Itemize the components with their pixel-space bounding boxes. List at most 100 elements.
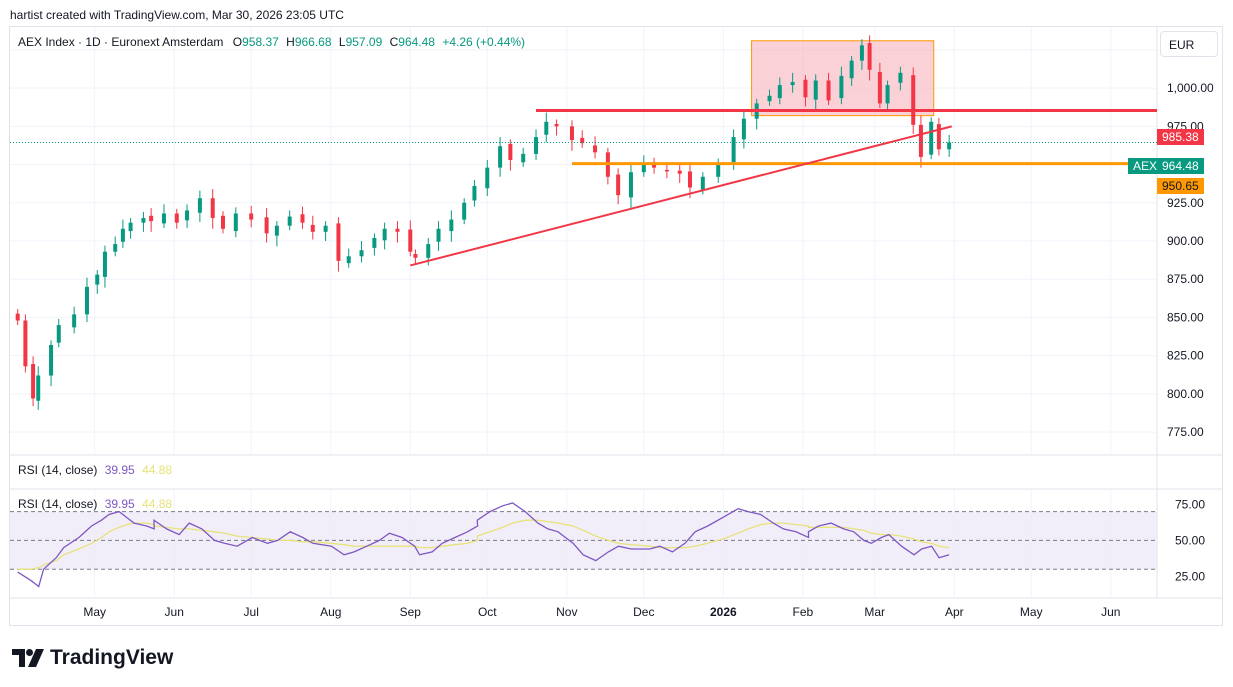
candle-body bbox=[885, 85, 890, 104]
candle-body bbox=[141, 218, 146, 223]
candle-body bbox=[323, 225, 328, 232]
low-value: 957.09 bbox=[345, 35, 383, 49]
candle-body bbox=[300, 214, 305, 223]
price-axis: 1,025.001,000.00975.00950.00925.00900.00… bbox=[1167, 43, 1214, 439]
time-tick-label: Jun bbox=[165, 605, 184, 619]
candle-body bbox=[249, 213, 254, 220]
candle-body bbox=[174, 213, 179, 223]
high-value: 966.68 bbox=[294, 35, 332, 49]
time-tick-label: Jul bbox=[244, 605, 259, 619]
price-tick-label: 775.00 bbox=[1167, 425, 1204, 439]
candle-body bbox=[929, 121, 934, 155]
candle-body bbox=[23, 320, 28, 367]
candle-body bbox=[849, 60, 854, 79]
candle-body bbox=[790, 82, 795, 86]
candle-body bbox=[867, 43, 872, 70]
candle-body bbox=[859, 45, 864, 61]
support-price-tag: 950.65 bbox=[1157, 178, 1204, 194]
candle-body bbox=[15, 313, 20, 321]
candle-body bbox=[641, 164, 646, 173]
candle-body bbox=[426, 244, 431, 258]
drawings-layer bbox=[10, 108, 1157, 267]
candle-body bbox=[149, 215, 154, 222]
close-value: 964.48 bbox=[398, 35, 435, 49]
rsi-tick-label: 25.00 bbox=[1175, 569, 1205, 583]
rsi-legend-collapsed[interactable]: RSI (14, close) 39.95 44.88 bbox=[18, 463, 172, 477]
candle-body bbox=[803, 79, 808, 98]
rsi-title: RSI (14, close) bbox=[18, 497, 98, 511]
candle-body bbox=[936, 124, 941, 150]
candle-body bbox=[413, 253, 418, 258]
candle-body bbox=[346, 256, 351, 264]
time-axis: May Jun Jul Aug Sep Oct Nov Dec 2026 Feb Mar Apr May… bbox=[83, 605, 1120, 619]
candle-body bbox=[462, 202, 467, 220]
tradingview-logo[interactable]: TradingView bbox=[12, 646, 173, 670]
candle-body bbox=[918, 124, 923, 157]
candle-body bbox=[593, 145, 598, 153]
candle-body bbox=[56, 325, 61, 343]
price-tick-label: 825.00 bbox=[1167, 349, 1204, 363]
candle-body bbox=[161, 213, 166, 224]
candle-body bbox=[210, 198, 215, 219]
rsi-title: RSI (14, close) bbox=[18, 463, 98, 477]
last-price-tag: 964.48 bbox=[1157, 158, 1204, 174]
time-tick-label: 2026 bbox=[710, 605, 737, 619]
price-tick-label: 875.00 bbox=[1167, 272, 1204, 286]
candle-body bbox=[274, 225, 279, 236]
currency-selector[interactable]: EUR bbox=[1160, 31, 1218, 57]
candle-body bbox=[534, 137, 539, 154]
candle-body bbox=[185, 210, 190, 221]
candle-body bbox=[554, 124, 559, 127]
symbol-name[interactable]: AEX Index · 1D · Euronext Amsterdam bbox=[18, 35, 224, 49]
candle-body bbox=[911, 75, 916, 125]
rsi-line bbox=[17, 502, 950, 588]
change-value: +4.26 (+0.44%) bbox=[442, 35, 526, 49]
candle-body bbox=[472, 185, 477, 201]
candle-body bbox=[767, 95, 772, 102]
candle-body bbox=[84, 286, 89, 315]
time-tick-label: Aug bbox=[320, 605, 341, 619]
candle-body bbox=[485, 167, 490, 189]
candle-body bbox=[677, 170, 682, 174]
candle-body bbox=[197, 198, 202, 213]
candle-body bbox=[128, 222, 133, 232]
tradingview-logo-icon bbox=[12, 649, 44, 667]
candle-body bbox=[72, 314, 77, 328]
candle-body bbox=[628, 172, 633, 198]
price-tick-label: 850.00 bbox=[1167, 310, 1204, 324]
candle-body bbox=[372, 237, 377, 248]
time-tick-label: Dec bbox=[633, 605, 654, 619]
price-tick-label: 1,000.00 bbox=[1167, 81, 1214, 95]
candle-body bbox=[498, 146, 503, 168]
price-tick-label: 900.00 bbox=[1167, 234, 1204, 248]
candle-body bbox=[113, 244, 118, 252]
chart-caption: hartist created with TradingView.com, Ma… bbox=[10, 8, 344, 22]
rsi-value: 39.95 bbox=[104, 497, 135, 511]
rsi-tick-label: 75.00 bbox=[1175, 497, 1205, 511]
candle-body bbox=[687, 171, 692, 188]
candles-layer bbox=[15, 35, 952, 410]
rsi-tick-label: 50.00 bbox=[1175, 533, 1205, 547]
candle-body bbox=[700, 176, 705, 190]
candle-body bbox=[120, 228, 125, 242]
candle-body bbox=[359, 250, 364, 257]
candle-body bbox=[49, 344, 54, 376]
candle-body bbox=[716, 164, 721, 177]
chart-frame bbox=[9, 26, 1223, 626]
symbol-legend[interactable]: AEX Index · 1D · Euronext Amsterdam O958… bbox=[18, 35, 525, 49]
candle-body bbox=[616, 174, 621, 196]
candle-body bbox=[336, 223, 341, 261]
candle-body bbox=[220, 215, 225, 229]
candle-body bbox=[287, 216, 292, 226]
candle-body bbox=[731, 137, 736, 163]
candle-body bbox=[95, 274, 100, 285]
close-label: C bbox=[389, 35, 399, 49]
time-tick-label: Apr bbox=[945, 605, 964, 619]
rsi-legend[interactable]: RSI (14, close) 39.95 44.88 bbox=[18, 497, 172, 511]
candle-body bbox=[777, 85, 782, 99]
time-tick-label: Sep bbox=[400, 605, 422, 619]
rising-trendline bbox=[410, 125, 952, 267]
time-tick-label: Jun bbox=[1101, 605, 1120, 619]
candle-body bbox=[508, 143, 513, 160]
